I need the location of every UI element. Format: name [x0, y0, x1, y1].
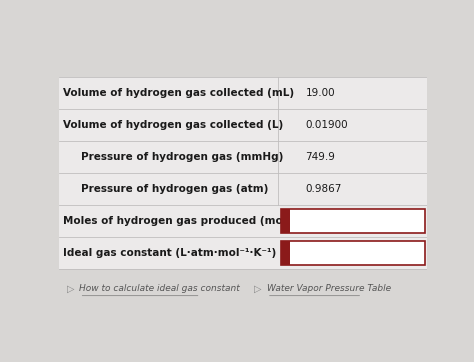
Text: Volume of hydrogen gas collected (mL): Volume of hydrogen gas collected (mL) [63, 88, 294, 98]
Text: Pressure of hydrogen gas (mmHg): Pressure of hydrogen gas (mmHg) [82, 152, 283, 162]
Bar [282, 241, 290, 265]
Text: 19.00: 19.00 [305, 88, 335, 98]
Bar [282, 241, 425, 265]
Text: 0.9867: 0.9867 [305, 184, 342, 194]
Text: Pressure of hydrogen gas (atm): Pressure of hydrogen gas (atm) [82, 184, 269, 194]
Text: Moles of hydrogen gas produced (mol): Moles of hydrogen gas produced (mol) [63, 216, 291, 226]
Text: 0.01900: 0.01900 [305, 120, 348, 130]
Bar [59, 77, 427, 269]
Text: ▷: ▷ [254, 284, 262, 294]
Text: Water Vapor Pressure Table: Water Vapor Pressure Table [267, 284, 391, 293]
Bar [282, 209, 290, 233]
Text: 749.9: 749.9 [305, 152, 335, 162]
Bar [282, 209, 425, 233]
Text: Volume of hydrogen gas collected (L): Volume of hydrogen gas collected (L) [63, 120, 283, 130]
Text: How to calculate ideal gas constant: How to calculate ideal gas constant [80, 284, 240, 293]
Text: ▷: ▷ [66, 284, 74, 294]
Text: Ideal gas constant (L·atm·mol⁻¹·K⁻¹): Ideal gas constant (L·atm·mol⁻¹·K⁻¹) [63, 248, 276, 258]
